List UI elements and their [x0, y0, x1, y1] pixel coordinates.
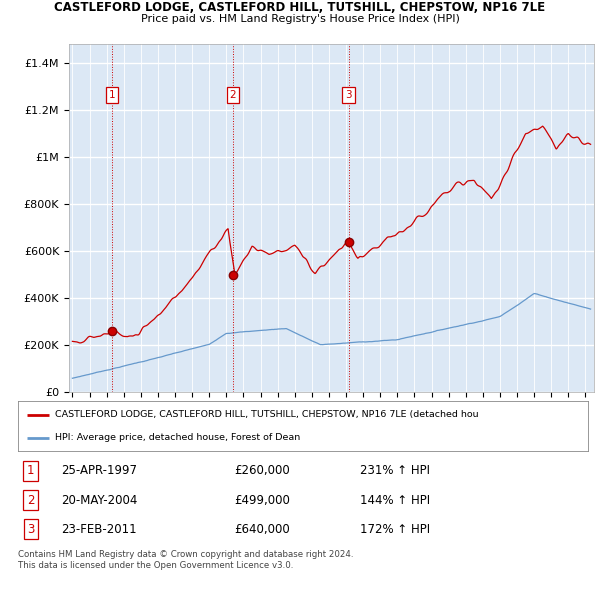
Text: 20-MAY-2004: 20-MAY-2004 — [61, 493, 137, 507]
Text: 1: 1 — [27, 464, 34, 477]
Text: 172% ↑ HPI: 172% ↑ HPI — [360, 523, 430, 536]
Text: £260,000: £260,000 — [235, 464, 290, 477]
Text: 23-FEB-2011: 23-FEB-2011 — [61, 523, 136, 536]
Text: 1: 1 — [109, 90, 115, 100]
Text: Contains HM Land Registry data © Crown copyright and database right 2024.: Contains HM Land Registry data © Crown c… — [18, 550, 353, 559]
Text: 25-APR-1997: 25-APR-1997 — [61, 464, 137, 477]
Text: HPI: Average price, detached house, Forest of Dean: HPI: Average price, detached house, Fore… — [55, 433, 301, 442]
Text: £640,000: £640,000 — [235, 523, 290, 536]
Text: 144% ↑ HPI: 144% ↑ HPI — [360, 493, 430, 507]
Text: £499,000: £499,000 — [235, 493, 290, 507]
Text: 2: 2 — [230, 90, 236, 100]
Text: 231% ↑ HPI: 231% ↑ HPI — [360, 464, 430, 477]
Text: 3: 3 — [345, 90, 352, 100]
Text: CASTLEFORD LODGE, CASTLEFORD HILL, TUTSHILL, CHEPSTOW, NP16 7LE: CASTLEFORD LODGE, CASTLEFORD HILL, TUTSH… — [55, 2, 545, 15]
Text: Price paid vs. HM Land Registry's House Price Index (HPI): Price paid vs. HM Land Registry's House … — [140, 14, 460, 24]
Text: 2: 2 — [27, 493, 34, 507]
Text: CASTLEFORD LODGE, CASTLEFORD HILL, TUTSHILL, CHEPSTOW, NP16 7LE (detached hou: CASTLEFORD LODGE, CASTLEFORD HILL, TUTSH… — [55, 410, 479, 419]
Text: This data is licensed under the Open Government Licence v3.0.: This data is licensed under the Open Gov… — [18, 560, 293, 569]
Text: 3: 3 — [27, 523, 34, 536]
